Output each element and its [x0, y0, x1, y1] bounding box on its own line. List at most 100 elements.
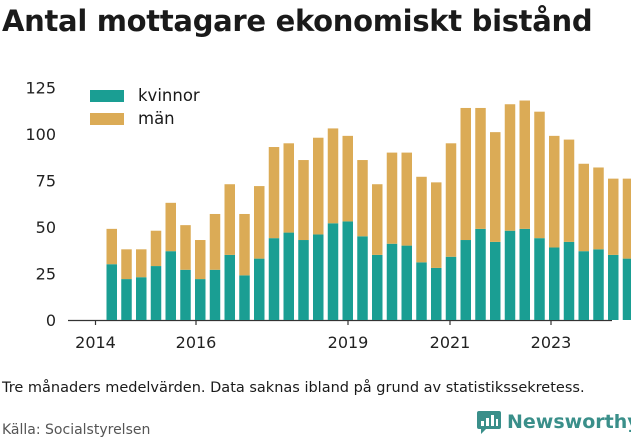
bar-man [445, 143, 457, 257]
bar-kvinnor [593, 249, 604, 320]
bar-man [150, 230, 162, 267]
bar-kvinnor [490, 241, 501, 320]
bar-kvinnor [578, 251, 589, 320]
bar-kvinnor [254, 258, 265, 320]
bar-kvinnor [195, 279, 206, 320]
legend: kvinnor män [90, 84, 200, 130]
bar-kvinnor [209, 269, 221, 320]
bar-man [504, 104, 516, 231]
bar-man [534, 111, 545, 239]
bar-man [416, 176, 427, 263]
bar-kvinnor [372, 254, 383, 320]
y-tick-label: 125 [25, 79, 56, 98]
bar-kvinnor [313, 234, 324, 320]
bar-kvinnor [165, 251, 176, 320]
y-tick-label: 0 [46, 311, 56, 330]
brand-logo[interactable]: Newsworthy [476, 409, 631, 435]
bar-man [490, 132, 501, 242]
bar-kvinnor [180, 269, 191, 320]
bar-man [298, 160, 309, 241]
bar-kvinnor [327, 223, 339, 320]
bar-man [195, 240, 206, 280]
x-axis: 2014 2016 2019 2021 2023 [68, 319, 612, 352]
bar-man [313, 137, 324, 235]
legend-item-man: män [90, 107, 200, 130]
bar-man [593, 167, 604, 250]
bar-kvinnor [136, 277, 147, 320]
bars [106, 100, 631, 320]
bar-kvinnor [608, 254, 619, 320]
bar-man [106, 228, 117, 265]
bar-kvinnor [549, 247, 560, 320]
bar-man [239, 213, 250, 276]
x-tick-label: 2021 [430, 333, 471, 352]
bar-kvinnor [534, 238, 545, 320]
bar-kvinnor [268, 238, 280, 320]
bar-kvinnor [357, 236, 368, 320]
bar-man [563, 139, 575, 242]
bar-man [549, 135, 560, 248]
legend-label-man: män [138, 109, 175, 128]
bar-kvinnor [563, 241, 575, 320]
source-text: Källa: Socialstyrelsen [2, 422, 151, 438]
bar-man [431, 182, 442, 268]
bar-man [519, 100, 530, 229]
bar-man [475, 107, 486, 229]
chart-title: Antal mottagare ekonomiskt bistånd [2, 4, 593, 38]
x-tick-label: 2019 [328, 333, 369, 352]
bar-man [401, 152, 412, 246]
y-tick-label: 75 [36, 172, 56, 191]
x-tick-label: 2014 [75, 333, 116, 352]
bar-man [209, 213, 221, 270]
bar-kvinnor [519, 228, 530, 320]
brand-name: Newsworthy [507, 411, 631, 433]
bar-kvinnor [445, 256, 457, 320]
bar-kvinnor [239, 275, 250, 320]
bar-man [622, 178, 631, 259]
bar-man [254, 186, 265, 259]
bar-man [386, 152, 398, 244]
legend-label-kvinnor: kvinnor [138, 86, 200, 105]
bar-kvinnor [298, 240, 309, 320]
bar-kvinnor [401, 245, 412, 320]
bar-man [608, 178, 619, 255]
bar-kvinnor [342, 221, 353, 320]
x-tick-label: 2023 [531, 333, 572, 352]
bar-man [180, 225, 191, 270]
bar-kvinnor [106, 264, 117, 320]
legend-swatch-kvinnor [90, 89, 124, 102]
bar-kvinnor [622, 258, 631, 320]
bar-kvinnor [475, 228, 486, 320]
bar-kvinnor [386, 243, 398, 320]
bar-kvinnor [460, 240, 471, 320]
newsworthy-logo-icon [477, 411, 501, 434]
x-tick-label: 2016 [176, 333, 217, 352]
bar-man [224, 184, 235, 255]
bar-kvinnor [121, 279, 132, 320]
bar-kvinnor [504, 230, 516, 320]
legend-swatch-man [90, 112, 124, 125]
footnote: Tre månaders medelvärden. Data saknas ib… [2, 380, 585, 396]
bar-kvinnor [431, 267, 442, 320]
bar-man [357, 160, 368, 237]
bar-man [578, 163, 589, 252]
bar-man [327, 128, 339, 224]
bar-kvinnor [416, 262, 427, 320]
bar-man [283, 143, 294, 233]
y-tick-label: 25 [36, 265, 56, 284]
bar-man [460, 107, 471, 241]
bar-man [372, 184, 383, 255]
bar-man [268, 147, 280, 239]
legend-item-kvinnor: kvinnor [90, 84, 200, 107]
bar-man [165, 202, 176, 252]
bar-kvinnor [150, 266, 162, 320]
y-axis: 0 25 50 75 100 125 [25, 79, 56, 331]
y-tick-label: 50 [36, 218, 56, 237]
bar-man [121, 249, 132, 280]
bar-kvinnor [224, 254, 235, 320]
bar-man [136, 249, 147, 278]
bar-kvinnor [283, 232, 294, 320]
bar-man [342, 135, 353, 222]
y-tick-label: 100 [25, 125, 56, 144]
